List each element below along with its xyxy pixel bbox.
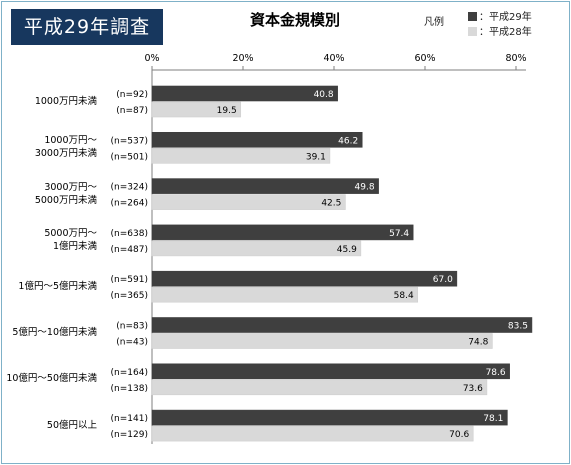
n-label: (n=638) bbox=[111, 229, 148, 239]
data-label: 40.8 bbox=[314, 90, 334, 100]
category-label-line: 3000万円未満 bbox=[34, 148, 97, 160]
n-label: (n=264) bbox=[111, 199, 148, 209]
legend-item-h28: ：平成28年 bbox=[468, 27, 532, 39]
x-tick-label: 60% bbox=[414, 53, 435, 64]
bar bbox=[151, 333, 493, 349]
n-label: (n=129) bbox=[111, 430, 148, 440]
legend-label-h28: ：平成28年 bbox=[479, 27, 532, 38]
data-label: 57.4 bbox=[389, 229, 409, 239]
data-label: 58.4 bbox=[394, 291, 414, 301]
legend-swatch-h28 bbox=[468, 27, 477, 36]
category-label: 5000万円～ 1億円未満 bbox=[0, 227, 97, 253]
data-label: 78.6 bbox=[486, 368, 506, 378]
data-label: 73.6 bbox=[463, 384, 483, 394]
data-label: 45.9 bbox=[337, 245, 357, 255]
n-label: (n=164) bbox=[111, 368, 148, 378]
n-label: (n=92) bbox=[116, 90, 148, 100]
chart-title: 資本金規模別 bbox=[249, 11, 340, 29]
n-label: (n=141) bbox=[111, 414, 148, 424]
category-label-line: 1000万円～ bbox=[44, 135, 97, 147]
legend-title: 凡例 bbox=[424, 17, 444, 28]
category-label-line: 5000万円未満 bbox=[34, 194, 97, 206]
data-label: 78.1 bbox=[483, 414, 503, 424]
category-label: 5億円～10億円未満 bbox=[0, 326, 97, 339]
x-tick-label: 80% bbox=[505, 53, 526, 64]
n-label: (n=138) bbox=[111, 384, 148, 394]
n-label: (n=487) bbox=[111, 245, 148, 255]
data-label: 74.8 bbox=[468, 338, 488, 348]
bar bbox=[151, 425, 474, 442]
category-label-line: 50億円以上 bbox=[46, 419, 97, 431]
bar bbox=[151, 409, 508, 426]
n-label: (n=324) bbox=[111, 183, 148, 193]
data-label: 83.5 bbox=[508, 322, 528, 332]
category-label-line: 1億円未満 bbox=[52, 240, 97, 252]
category-label-line: 3000万円～ bbox=[44, 181, 97, 193]
n-label: (n=501) bbox=[111, 152, 148, 162]
x-tick-label: 0% bbox=[144, 53, 159, 64]
category-label-line: 5000万円～ bbox=[44, 227, 97, 239]
n-label: (n=43) bbox=[116, 338, 148, 348]
x-tick-label: 40% bbox=[323, 53, 344, 64]
bar bbox=[151, 101, 242, 118]
data-label: 70.6 bbox=[449, 430, 469, 440]
data-label: 39.1 bbox=[306, 152, 326, 162]
category-label-line: 1000万円未満 bbox=[34, 95, 97, 107]
category-label-line: 1億円～5億円未満 bbox=[18, 280, 97, 292]
legend-swatch-h29 bbox=[468, 12, 477, 21]
bar bbox=[151, 178, 379, 194]
bar bbox=[151, 363, 510, 380]
category-label: 1000万円～ 3000万円未満 bbox=[0, 134, 97, 160]
bar bbox=[151, 240, 362, 257]
bar bbox=[151, 85, 338, 102]
bar bbox=[151, 224, 414, 241]
bar bbox=[151, 148, 331, 164]
bar bbox=[151, 379, 488, 396]
category-label: 10億円～50億円未満 bbox=[0, 372, 97, 385]
x-tick-label: 20% bbox=[232, 53, 253, 64]
category-label: 1億円～5億円未満 bbox=[0, 280, 97, 293]
n-label: (n=87) bbox=[116, 106, 148, 116]
category-label-line: 5億円～10億円未満 bbox=[12, 327, 97, 338]
category-label-line: 10億円～50億円未満 bbox=[6, 373, 97, 385]
n-label: (n=365) bbox=[111, 291, 148, 301]
n-label: (n=537) bbox=[111, 136, 148, 146]
bar bbox=[151, 132, 363, 148]
data-label: 42.5 bbox=[321, 199, 341, 209]
data-label: 19.5 bbox=[217, 106, 237, 116]
category-label: 3000万円～ 5000万円未満 bbox=[0, 181, 97, 207]
legend-label-h29: ：平成29年 bbox=[479, 12, 532, 23]
category-label: 1000万円未満 bbox=[0, 95, 97, 108]
bar bbox=[151, 286, 419, 303]
survey-year-badge: 平成29年調査 bbox=[11, 9, 163, 45]
bar bbox=[151, 194, 346, 210]
data-label: 46.2 bbox=[338, 136, 358, 146]
category-label: 50億円以上 bbox=[0, 419, 97, 432]
bar bbox=[151, 317, 533, 333]
data-label: 67.0 bbox=[433, 275, 453, 285]
data-label: 49.8 bbox=[355, 183, 375, 193]
n-label: (n=83) bbox=[116, 322, 148, 332]
n-label: (n=591) bbox=[111, 275, 148, 285]
bar bbox=[151, 270, 458, 287]
legend-item-h29: ：平成29年 bbox=[468, 12, 532, 24]
